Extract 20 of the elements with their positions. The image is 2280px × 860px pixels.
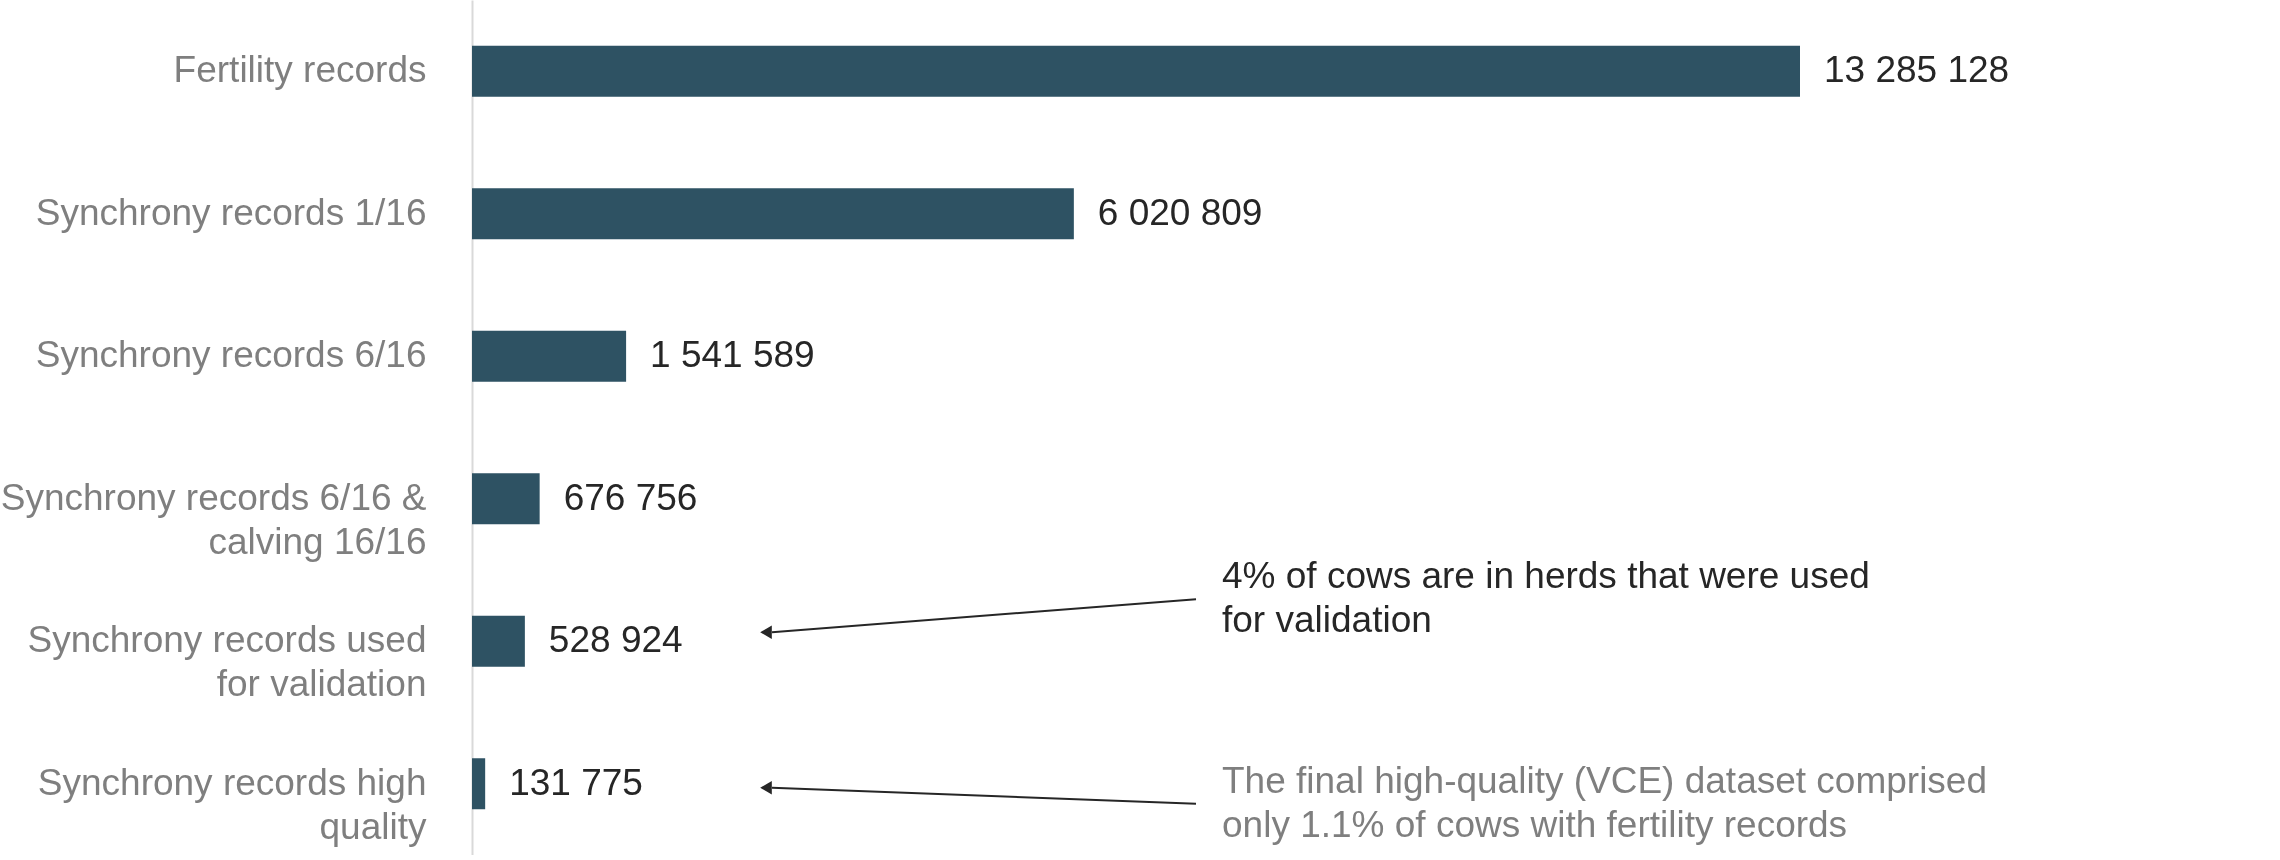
y-tick-label: Synchrony records 6/16	[35, 334, 427, 376]
data-label: 131 775	[509, 761, 643, 803]
annotation: 4% of cows are in herds that were used for validation	[1222, 555, 1870, 641]
bar	[472, 473, 540, 525]
bar	[472, 615, 525, 667]
bar	[472, 758, 486, 810]
data-label: 1 541 589	[650, 334, 815, 376]
y-tick-label: Synchrony records 1/16	[35, 191, 427, 233]
y-tick-label: Fertility records	[173, 49, 427, 91]
y-tick-label: Synchrony records used for validation	[27, 619, 427, 705]
bar	[472, 330, 627, 382]
bar	[472, 45, 1800, 97]
y-tick-label: Synchrony records high quality	[37, 761, 427, 847]
bar	[472, 188, 1074, 240]
data-label: 6 020 809	[1097, 191, 1263, 233]
y-tick-label: Synchrony records 6/16 & calving 16/16	[0, 476, 427, 562]
annotation: The final high-quality (VCE) dataset comprised only 1.1% of cows with fertility records	[1222, 759, 1988, 845]
data-label: 528 924	[548, 619, 683, 661]
data-label: 676 756	[563, 476, 698, 518]
data-label: 13 285 128	[1824, 49, 2010, 91]
